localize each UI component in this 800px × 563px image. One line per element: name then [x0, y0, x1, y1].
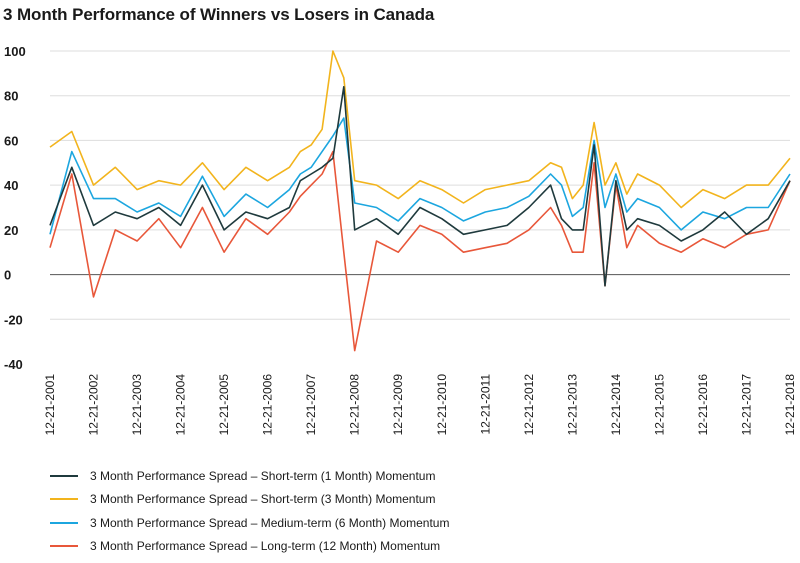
x-tick-label: 12-21-2005 — [217, 374, 231, 436]
series-line-3 — [49, 117, 791, 235]
legend-label: 3 Month Performance Spread – Long-term (… — [90, 539, 441, 554]
x-tick-label: 12-21-2008 — [348, 374, 362, 436]
x-tick-label: 12-21-2002 — [87, 374, 101, 436]
y-tick-label: -40 — [4, 357, 23, 372]
series-line-4 — [49, 150, 791, 352]
legend-swatch — [50, 545, 78, 548]
y-tick-label: 0 — [4, 268, 11, 283]
x-tick-label: 12-21-2018 — [783, 374, 797, 436]
y-tick-label: 100 — [4, 44, 26, 59]
series-line-2 — [49, 50, 791, 209]
x-tick-label: 12-21-2012 — [522, 374, 536, 436]
y-tick-label: 60 — [4, 133, 18, 148]
legend-item: 3 Month Performance Spread – Medium-term… — [50, 511, 449, 535]
x-tick-label: 12-21-2009 — [391, 374, 405, 436]
x-tick-label: 12-21-2004 — [174, 374, 188, 436]
y-tick-label: 40 — [4, 178, 18, 193]
legend: 3 Month Performance Spread – Short-term … — [50, 464, 449, 558]
grid-lines — [50, 50, 790, 320]
series-lines — [49, 50, 791, 352]
legend-item: 3 Month Performance Spread – Short-term … — [50, 488, 449, 512]
x-axis-ticks: 12-21-2001 12-21-2002 12-21-2003 12-21-2004… — [43, 374, 797, 436]
y-axis-ticks: 100 80 60 40 20 0 -20 -40 — [4, 44, 26, 372]
x-tick-label: 12-21-2011 — [478, 374, 492, 435]
legend-item: 3 Month Performance Spread – Short-term … — [50, 464, 449, 488]
y-tick-label: 80 — [4, 89, 18, 104]
legend-label: 3 Month Performance Spread – Medium-term… — [90, 515, 450, 530]
x-tick-label: 12-21-2015 — [652, 374, 666, 436]
y-tick-label: -20 — [4, 312, 23, 327]
x-tick-label: 12-21-2017 — [739, 374, 753, 436]
x-tick-label: 12-21-2003 — [130, 374, 144, 436]
legend-swatch — [50, 498, 78, 501]
legend-swatch — [50, 521, 78, 524]
x-tick-label: 12-21-2010 — [435, 374, 449, 436]
x-tick-label: 12-21-2007 — [304, 374, 318, 436]
series-line-1 — [49, 86, 791, 287]
legend-item: 3 Month Performance Spread – Long-term (… — [50, 535, 449, 559]
y-tick-label: 20 — [4, 223, 18, 238]
x-tick-label: 12-21-2006 — [261, 374, 275, 436]
legend-swatch — [50, 474, 78, 477]
legend-label: 3 Month Performance Spread – Short-term … — [90, 468, 436, 483]
x-tick-label: 12-21-2016 — [696, 374, 710, 436]
x-tick-label: 12-21-2001 — [43, 374, 57, 436]
chart-title: 3 Month Performance of Winners vs Losers… — [3, 5, 435, 24]
legend-label: 3 Month Performance Spread – Short-term … — [90, 492, 436, 507]
x-tick-label: 12-21-2013 — [565, 374, 579, 436]
x-tick-label: 12-21-2014 — [609, 374, 623, 436]
